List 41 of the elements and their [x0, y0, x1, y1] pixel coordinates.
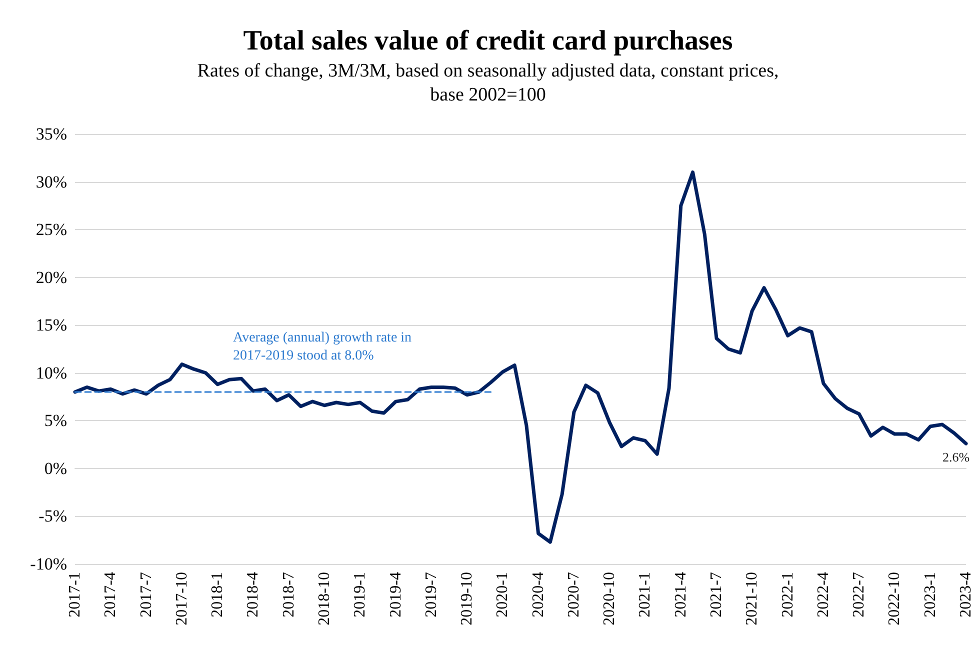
chart-subtitle: Rates of change, 3M/3M, based on seasonally adjusted data, constant prices, base 2002=100	[197, 60, 779, 106]
x-tick-label: 2018-4	[244, 572, 262, 618]
y-tick-label: 25%	[36, 220, 67, 240]
y-tick-label: 35%	[36, 124, 67, 144]
x-tick-label: 2021-4	[672, 572, 690, 618]
x-tick-label: 2017-1	[66, 572, 84, 618]
y-tick-label: 15%	[36, 316, 67, 335]
chart-title: Total sales value of credit card purchases	[243, 26, 733, 56]
y-tick-label: 0%	[44, 458, 67, 478]
y-tick-label: 10%	[36, 363, 67, 382]
data-label: 2.6%	[942, 450, 970, 465]
x-tick-label: 2020-4	[530, 572, 547, 618]
y-tick-label: -10%	[30, 554, 67, 574]
x-tick-label: 2020-7	[565, 572, 582, 618]
x-tick-label: 2022-1	[779, 572, 796, 618]
x-tick-label: 2019-1	[352, 572, 369, 618]
x-tick-label: 2023-4	[958, 572, 974, 618]
x-tick-label: 2018-7	[280, 572, 298, 618]
x-tick-label: 2022-4	[814, 572, 832, 618]
x-tick-label: 2017-7	[138, 572, 155, 618]
x-tick-label: 2020-10	[601, 572, 618, 626]
x-tick-label: 2019-7	[422, 572, 440, 618]
y-tick-label: 20%	[36, 268, 67, 287]
x-tick-label: 2022-7	[850, 572, 868, 618]
y-tick-label: 5%	[44, 411, 67, 430]
x-tick-label: 2017-10	[173, 572, 190, 626]
x-tick-label: 2021-10	[744, 572, 761, 626]
line-series	[73, 170, 968, 544]
annotation: Average (annual) growth rate in 2017-2019 stood at 8.0%	[233, 330, 416, 364]
x-tick-label: 2018-1	[209, 572, 226, 618]
x-tick-label: 2021-1	[636, 572, 654, 618]
x-tick-label: 2019-4	[387, 572, 404, 618]
y-tick-label: -5%	[38, 506, 67, 526]
y-tick-label: 30%	[36, 172, 67, 192]
x-tick-label: 2017-4	[102, 572, 120, 618]
x-tick-label: 2021-7	[708, 572, 726, 618]
x-tick-label: 2020-1	[494, 572, 512, 618]
x-tick-label: 2019-10	[458, 572, 476, 626]
x-tick-label: 2023-1	[922, 572, 939, 618]
x-tick-label: 2018-10	[316, 572, 333, 626]
x-tick-label: 2022-10	[886, 572, 904, 626]
